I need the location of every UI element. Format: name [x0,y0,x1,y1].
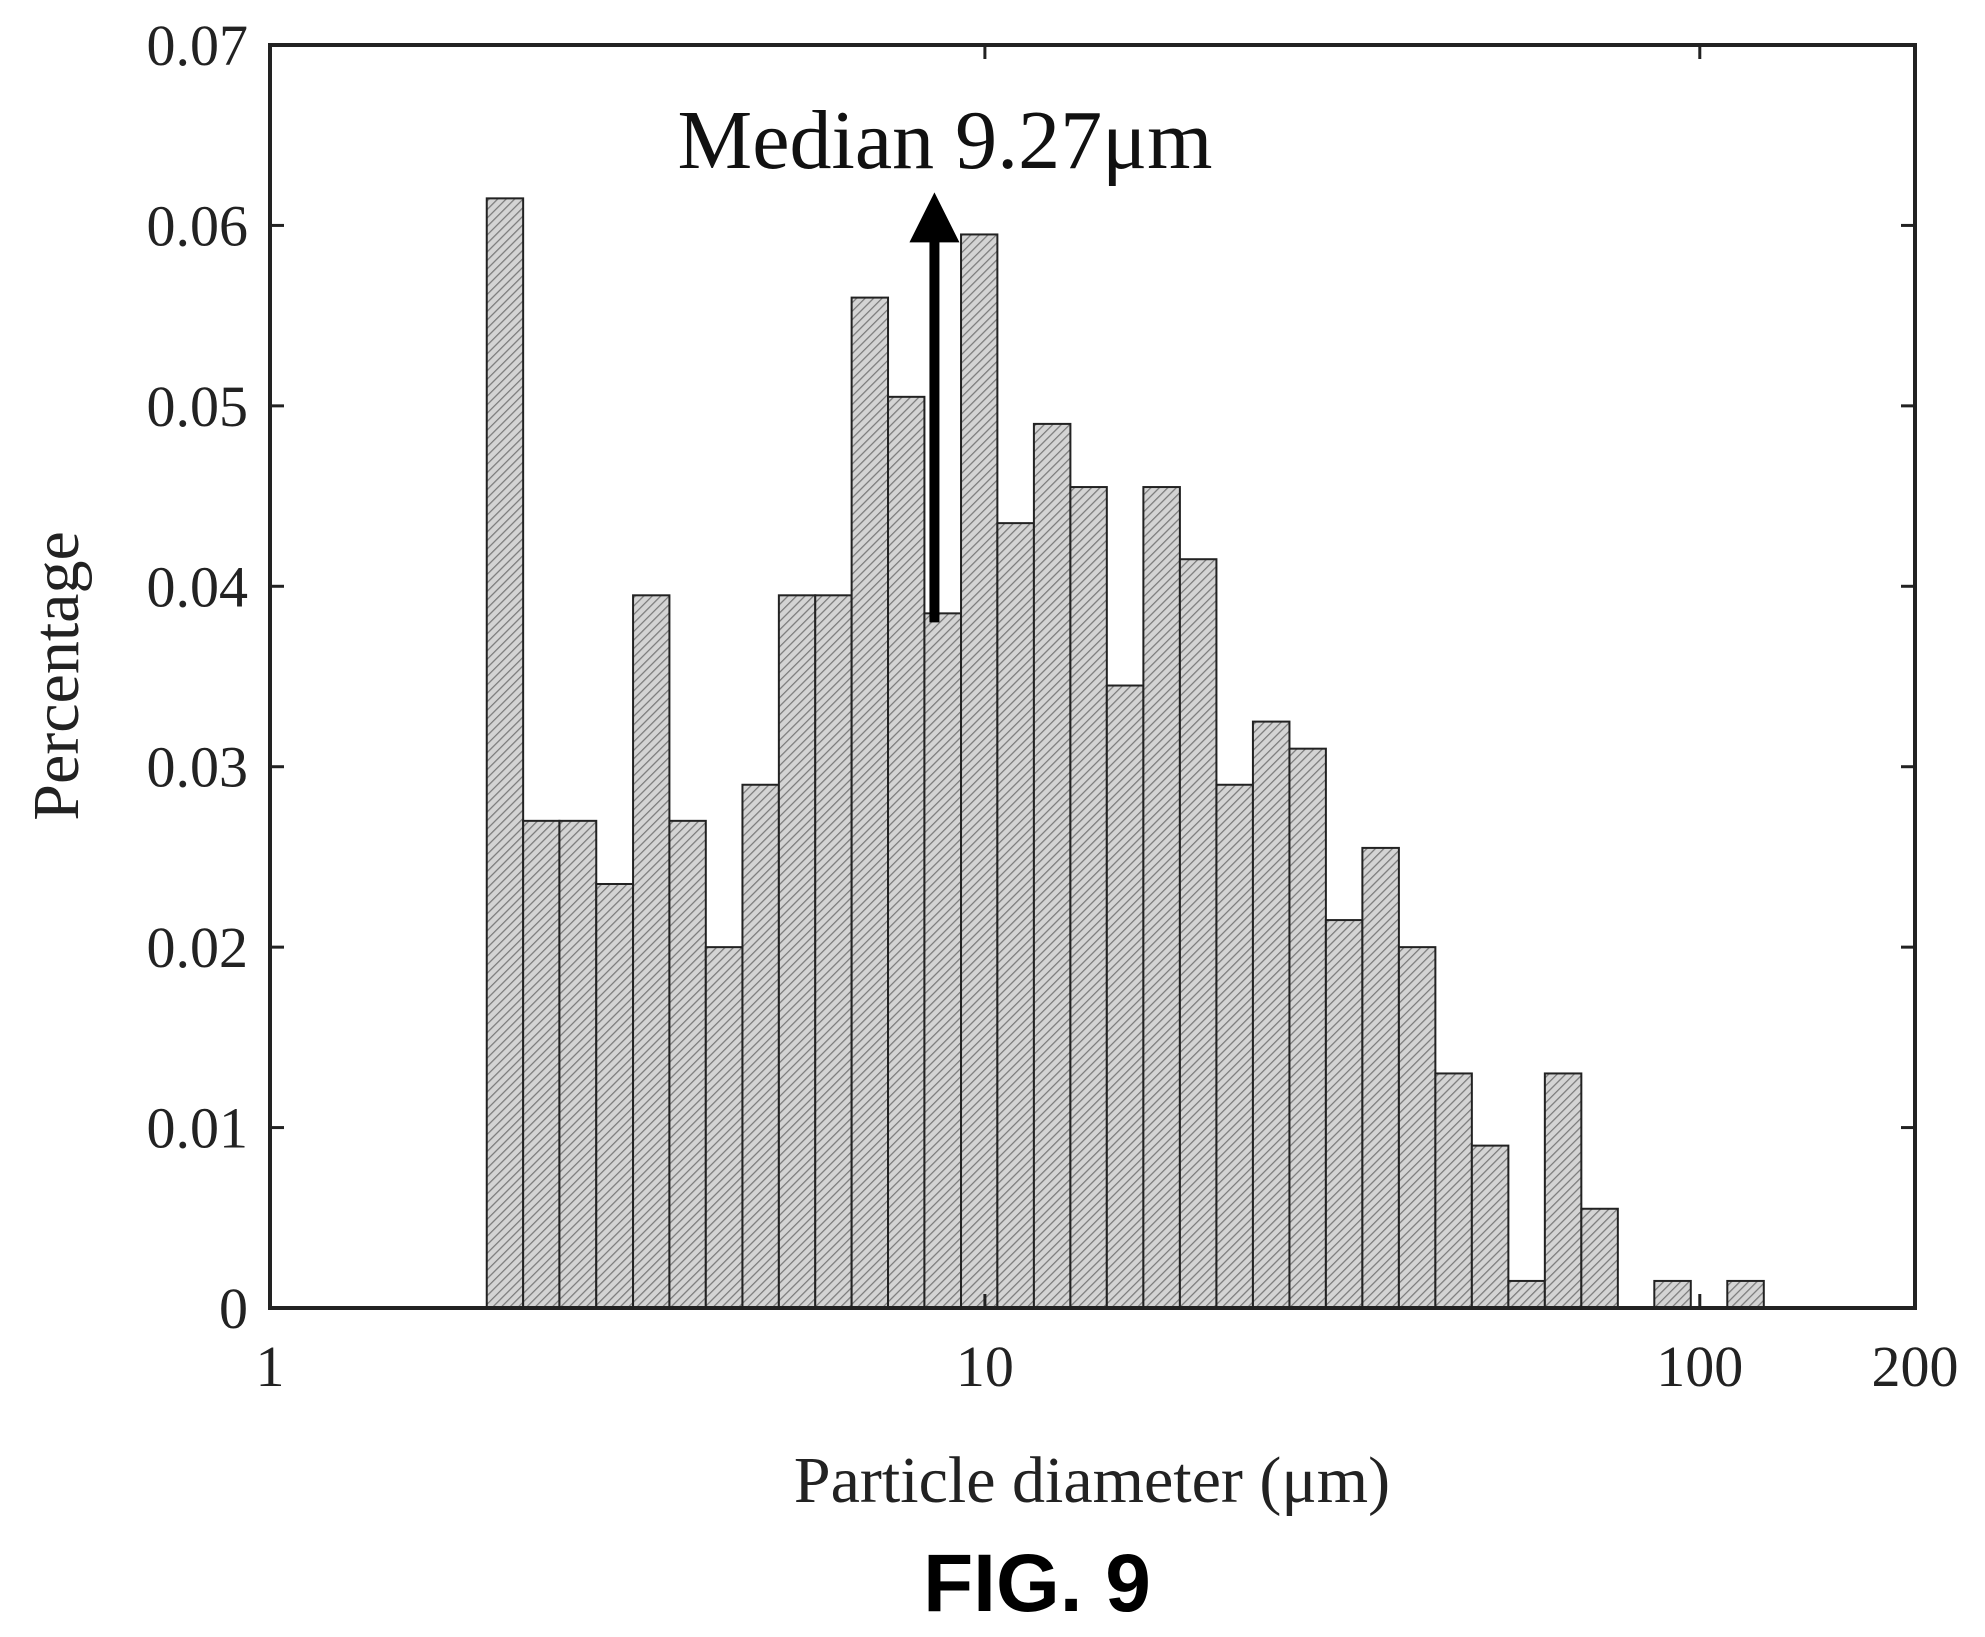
histogram-bar [1215,783,1254,1309]
histogram-bar [960,233,999,1310]
histogram-bar [1434,1072,1473,1310]
y-tick-label: 0.02 [147,915,249,980]
y-axis: 0 0.01 0.02 0.03 0.04 0.05 0.06 0.07 [147,13,1915,1341]
histogram-bar [704,946,744,1310]
histogram-bar [1032,422,1072,1309]
histogram-bar [1105,684,1145,1309]
histogram-bar [1507,1279,1546,1309]
histogram-bar [923,612,963,1309]
histogram-bar [1288,747,1327,1309]
histogram-bar [558,819,598,1309]
histogram-bar [887,395,926,1310]
x-tick-label: 100 [1656,1334,1743,1399]
histogram-bar [996,522,1035,1309]
histogram-bar [1251,720,1291,1309]
x-axis: 1 10 100 200 [256,45,1959,1399]
histogram-bar [814,594,853,1309]
median-annotation: Median 9.27μm [678,94,1213,187]
histogram-bar [777,594,817,1309]
histogram-bar [1470,1144,1510,1309]
y-tick-label: 0.01 [147,1096,249,1161]
y-axis-title: Percentage [20,531,93,821]
histogram-bar [1178,558,1218,1309]
histogram-bar [1397,946,1437,1310]
x-tick-label: 1 [256,1334,285,1399]
histogram-bar [595,882,635,1309]
histogram-bar [1653,1279,1692,1309]
y-tick-label: 0.06 [147,193,249,258]
histogram-bar [1543,1072,1583,1310]
histogram-bar [1726,1279,1765,1309]
figure-caption: FIG. 9 [923,1538,1151,1629]
histogram-bar [1324,919,1364,1309]
histogram-bar [668,819,707,1309]
histogram-bar [522,819,561,1309]
histogram-bars [485,197,1765,1310]
histogram-bar [1361,846,1400,1310]
histogram-bar [741,783,780,1309]
histogram-bar [632,594,671,1309]
histogram-bar [485,197,525,1310]
x-tick-label: 200 [1872,1334,1959,1399]
x-axis-title: Particle diameter (μm) [794,1444,1390,1517]
y-tick-label: 0.05 [147,374,249,439]
plot-frame [268,43,1917,1310]
histogram-bar [1580,1207,1619,1309]
y-tick-label: 0.07 [147,13,249,78]
y-tick-label: 0.03 [147,735,249,800]
histogram-bar [850,296,890,1310]
histogram-bar [1142,486,1181,1309]
x-tick-label: 10 [956,1334,1014,1399]
y-tick-label: 0.04 [147,554,249,619]
histogram-bar [1069,486,1108,1309]
y-tick-label: 0 [219,1276,248,1341]
